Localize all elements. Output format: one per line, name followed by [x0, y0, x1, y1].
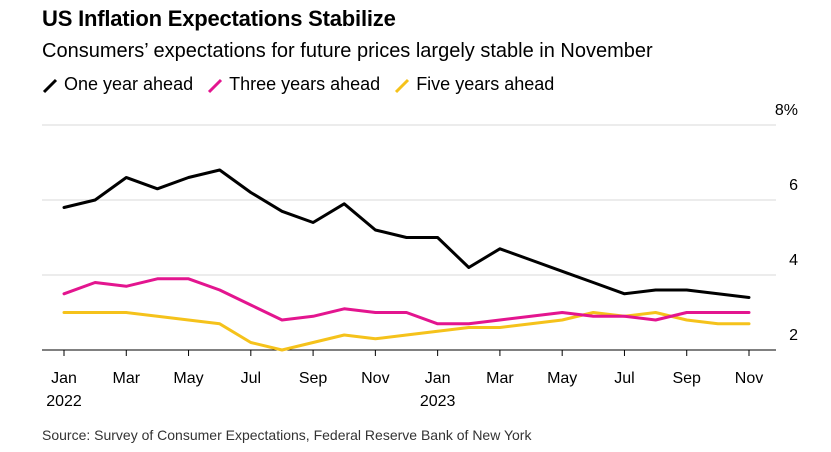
y-tick-label-2: 2 — [789, 327, 798, 344]
chart-title: US Inflation Expectations Stabilize — [42, 6, 396, 31]
x-tick-label-0: Jan — [51, 370, 77, 387]
chart-legend: One year ahead Three years ahead Five ye… — [42, 74, 568, 95]
x-tick-label-16: May — [547, 370, 577, 387]
y-tick-label-8: 8% — [775, 102, 798, 119]
x-tick-label-10: Nov — [361, 370, 389, 387]
x-tick-label-4: May — [173, 370, 203, 387]
series-line-one-year-ahead — [62, 168, 751, 299]
legend-swatch-five-years — [395, 78, 410, 93]
legend-item-five-years: Five years ahead — [394, 74, 554, 95]
x-axis: Jan 2022 Mar May Jul Sep Nov Jan 2023 Mar May Jul Se… — [42, 349, 776, 410]
x-tick-label-8: Sep — [299, 370, 328, 387]
legend-item-three-years: Three years ahead — [207, 74, 380, 95]
x-tick-label-12: Jan — [425, 370, 451, 387]
legend-label-five-years: Five years ahead — [416, 74, 555, 94]
series-lines — [62, 168, 751, 352]
x-tick-label-6: Jul — [241, 370, 261, 387]
y-axis-ticks: 2 4 6 8% — [775, 102, 798, 344]
legend-label-one-year: One year ahead — [64, 74, 194, 94]
y-tick-label-4: 4 — [789, 252, 798, 269]
x-tick-label-2: Mar — [112, 370, 140, 387]
chart-subtitle: Consumers’ expectations for future price… — [42, 40, 653, 62]
x-tick-label-20: Sep — [672, 370, 701, 387]
x-tick-label-14: Mar — [486, 370, 514, 387]
x-tick-label-18: Jul — [614, 370, 634, 387]
source-note: Source: Survey of Consumer Expectations,… — [42, 427, 532, 443]
legend-item-one-year: One year ahead — [42, 74, 193, 95]
series-line-three-years-ahead — [62, 277, 751, 326]
legend-swatch-one-year — [42, 78, 58, 93]
series-line-five-years-ahead — [62, 311, 751, 352]
gridlines — [42, 124, 776, 276]
legend-label-three-years: Three years ahead — [229, 74, 381, 94]
legend-swatch-three-years — [208, 78, 223, 93]
x-tick-year-0: 2022 — [46, 393, 82, 410]
x-tick-label-22: Nov — [735, 370, 763, 387]
x-tick-year-12: 2023 — [420, 393, 456, 410]
y-tick-label-6: 6 — [789, 177, 798, 194]
